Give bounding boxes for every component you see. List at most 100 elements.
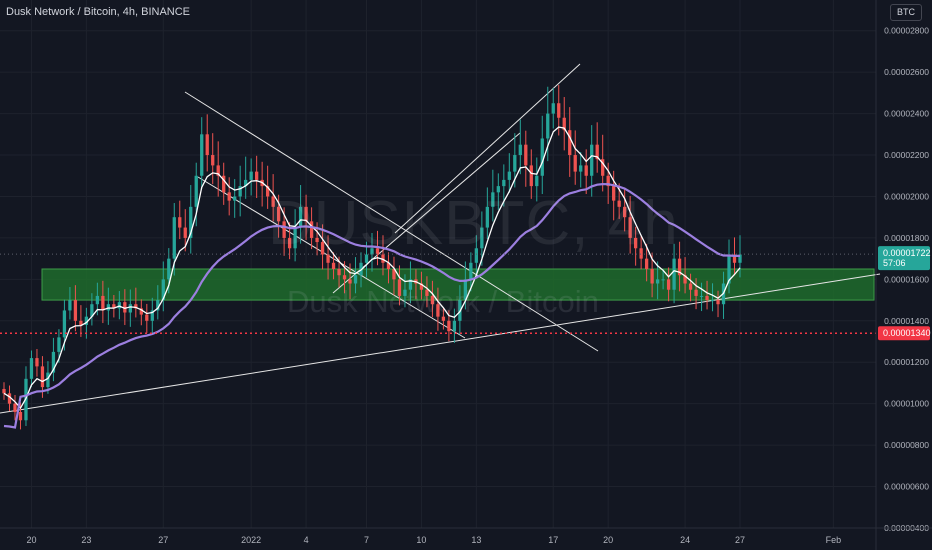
candle-body: [573, 155, 577, 172]
candle-body: [315, 237, 319, 243]
candle: [403, 274, 407, 308]
candle: [573, 130, 577, 185]
candle-body: [496, 186, 500, 193]
candle-body: [178, 217, 182, 228]
candle-body: [57, 337, 61, 352]
candle-body: [183, 227, 187, 238]
grid: [0, 0, 876, 529]
symbol-title[interactable]: Dusk Network / Bitcoin, 4h, BINANCE: [6, 6, 191, 18]
y-tick-label: 0.00001000: [884, 399, 929, 409]
candle-body: [535, 175, 539, 187]
channel-down-upper: [184, 91, 599, 352]
candle-body: [579, 165, 583, 172]
candle: [2, 382, 6, 400]
candle-body: [672, 258, 676, 290]
candle: [672, 243, 676, 304]
candle: [491, 169, 495, 222]
candle-body: [633, 237, 638, 249]
candle-body: [35, 358, 39, 367]
candle-body: [364, 254, 369, 263]
trendline-base: [0, 273, 881, 414]
candle-body: [557, 103, 561, 118]
candle: [238, 165, 242, 217]
candle: [716, 290, 720, 318]
candle-body: [112, 304, 116, 309]
candle-body: [738, 254, 742, 263]
candle-body: [408, 279, 413, 290]
candle-body: [106, 304, 111, 311]
candle-body: [425, 289, 429, 296]
candle: [326, 235, 330, 280]
candle-body: [167, 258, 171, 280]
candle: [485, 187, 489, 240]
y-tick-label: 0.00001600: [884, 274, 929, 284]
candle: [694, 278, 698, 310]
candle: [425, 276, 429, 308]
candle-body: [68, 300, 72, 311]
candle: [628, 195, 632, 254]
candle: [255, 155, 259, 199]
candle: [469, 252, 473, 292]
candle: [205, 114, 209, 172]
watermark-symbol: DUSKBTC, 4h: [268, 189, 679, 258]
time-axis: 20 23 27 2022 4 7 10 13 17 20 24 27 Feb: [0, 527, 932, 545]
candle-body: [359, 262, 363, 276]
candle-body: [452, 320, 457, 332]
x-tick-label: Feb: [826, 535, 842, 545]
candle-body: [507, 171, 511, 180]
candle-body: [601, 159, 605, 176]
candle-body: [677, 258, 682, 276]
candle-body: [337, 269, 341, 276]
candle-body: [282, 221, 286, 238]
candle-body: [90, 304, 94, 317]
candle: [298, 185, 303, 244]
current-price-label: 0.00001722: [883, 248, 931, 258]
candle: [189, 185, 193, 254]
candle-body: [480, 227, 484, 249]
candle: [595, 122, 599, 173]
candle-body: [419, 283, 424, 290]
candle-body: [441, 316, 446, 321]
candle-body: [304, 206, 308, 222]
candle-body: [150, 310, 154, 321]
candle-body: [216, 165, 220, 176]
candle-body: [117, 302, 121, 309]
candle-body: [370, 248, 374, 255]
candle: [727, 239, 731, 294]
y-tick-label: 0.00002200: [884, 150, 929, 160]
candle-body: [320, 242, 325, 255]
candle-body: [524, 144, 528, 166]
candle: [178, 200, 182, 240]
x-tick-label: 23: [81, 535, 91, 545]
candle: [353, 257, 358, 294]
candle-body: [172, 217, 176, 259]
candle: [128, 289, 132, 327]
channel-up-upper: [394, 63, 581, 234]
y-tick-label: 0.00001200: [884, 357, 929, 367]
candle: [90, 293, 94, 326]
candle-body: [430, 295, 435, 305]
candle-body: [436, 304, 440, 317]
candle: [381, 235, 385, 276]
candle-body: [661, 279, 665, 281]
candle-body: [403, 289, 407, 296]
candle-body: [562, 117, 566, 131]
candle-body: [227, 192, 231, 201]
candle-body: [655, 279, 660, 284]
candle: [112, 295, 116, 318]
candle-body: [249, 171, 253, 180]
candle: [364, 241, 369, 278]
candle: [568, 107, 572, 177]
y-tick-label: 0.00002800: [884, 26, 929, 36]
candle-body: [293, 227, 297, 249]
candle: [386, 252, 391, 284]
candle-body: [101, 295, 105, 311]
candle-body: [375, 248, 380, 255]
candle: [535, 157, 539, 202]
currency-button[interactable]: BTC: [890, 4, 922, 21]
candle-body: [392, 269, 396, 280]
candle: [502, 164, 506, 207]
candle-body: [732, 254, 737, 263]
candle-body: [298, 206, 303, 228]
